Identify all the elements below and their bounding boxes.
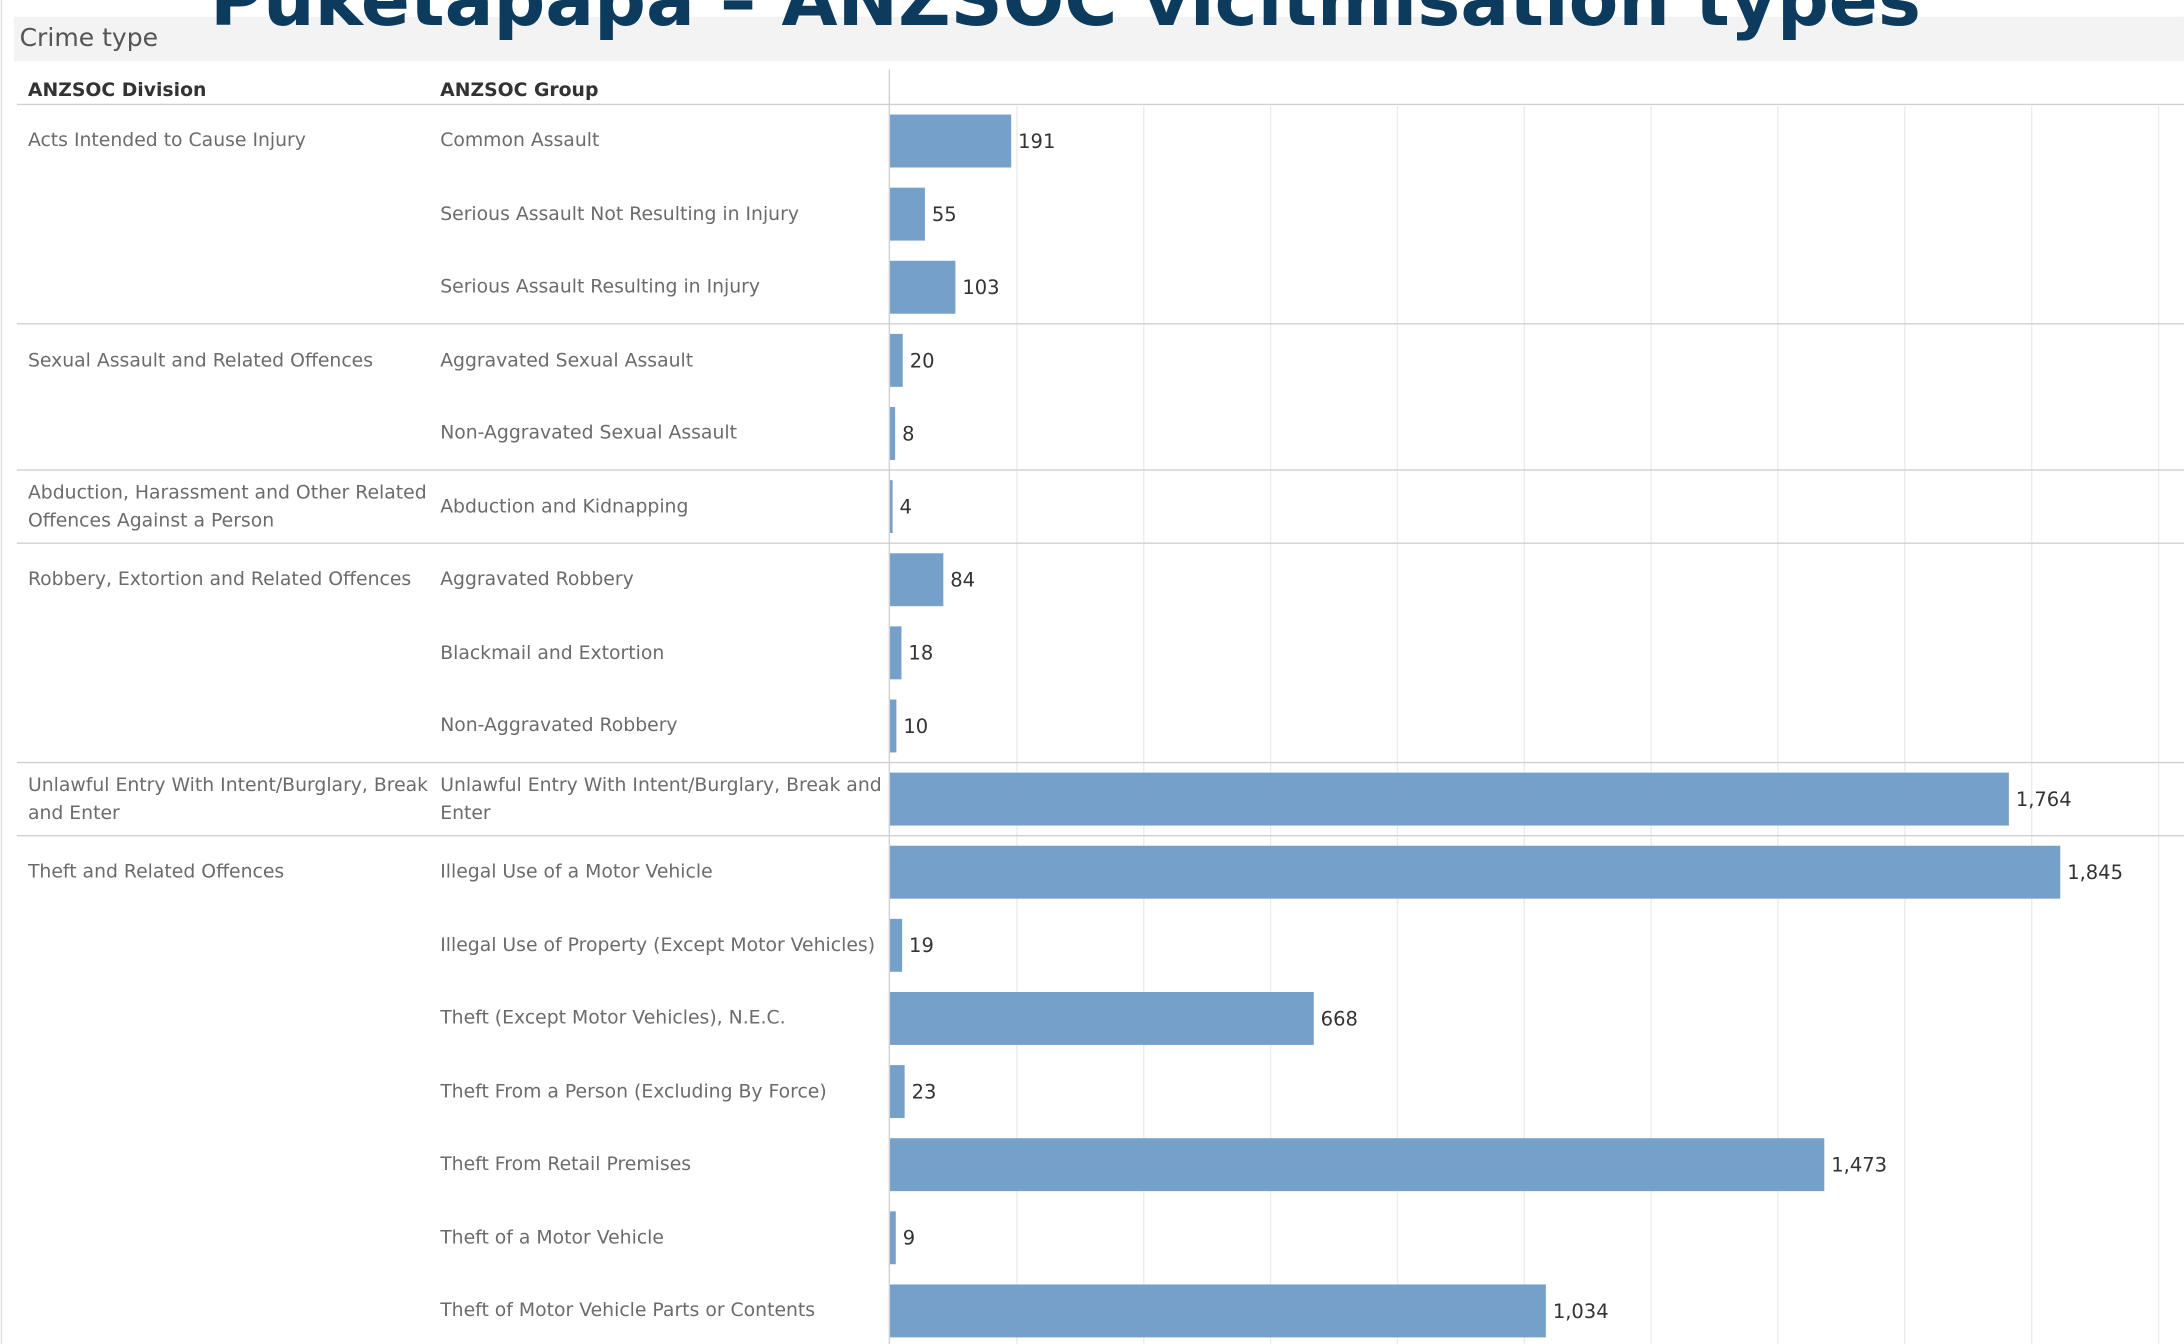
- bar: [890, 553, 944, 607]
- group-label-box: Theft (Except Motor Vehicles), N.E.C.: [440, 1007, 786, 1030]
- group-label: Non-Aggravated Robbery: [440, 714, 678, 738]
- header-bar: [14, 16, 2184, 62]
- group-label-box: Illegal Use of a Motor Vehicle: [440, 861, 713, 884]
- value-label: 1,845: [2067, 861, 2123, 884]
- group-label-box: Theft of Motor Vehicle Parts or Contents: [440, 1299, 816, 1323]
- bar: [890, 918, 903, 972]
- value-label: 55: [932, 203, 957, 226]
- value-label: 1,034: [1553, 1300, 1609, 1323]
- group-label: Illegal Use of a Motor Vehicle: [440, 861, 713, 884]
- value-label: 10: [903, 715, 928, 738]
- division-label: Robbery, Extortion and Related Offences: [27, 568, 412, 591]
- division-label-box: Acts Intended to Cause Injury: [27, 129, 306, 152]
- bar: [890, 187, 925, 241]
- division-label-box: Unlawful Entry With Intent/Burglary, Bre…: [27, 774, 429, 825]
- group-label-box: Abduction and Kidnapping: [440, 495, 689, 518]
- group-label-box: Aggravated Robbery: [440, 568, 634, 591]
- value-label: 4: [900, 496, 912, 519]
- division-label: Unlawful Entry With Intent/Burglary, Bre…: [27, 774, 429, 825]
- division-label-box: Robbery, Extortion and Related Offences: [27, 568, 412, 591]
- bar: [890, 1284, 1546, 1338]
- group-label: Common Assault: [440, 129, 600, 153]
- group-label-box: Unlawful Entry With Intent/Burglary, Bre…: [440, 774, 882, 825]
- group-label: Serious Assault Not Resulting in Injury: [440, 202, 799, 226]
- value-label: 8: [902, 422, 914, 445]
- group-label: Theft (Except Motor Vehicles), N.E.C.: [440, 1007, 786, 1030]
- column-header: ANZSOC Division: [28, 80, 206, 101]
- group-label: Theft of Motor Vehicle Parts or Contents: [440, 1299, 816, 1323]
- group-label-box: Theft of a Motor Vehicle: [440, 1226, 664, 1249]
- value-label: 191: [1018, 130, 1055, 153]
- value-label: 23: [912, 1080, 937, 1103]
- value-label: 19: [909, 934, 934, 957]
- value-label: 1,473: [1831, 1154, 1887, 1177]
- group-label: Abduction and Kidnapping: [440, 495, 689, 518]
- group-label-box: Serious Assault Not Resulting in Injury: [440, 202, 799, 226]
- division-label: Theft and Related Offences: [27, 860, 285, 884]
- value-label: 9: [903, 1227, 915, 1250]
- bar: [890, 845, 2061, 899]
- group-label: Serious Assault Resulting in Injury: [440, 276, 761, 299]
- division-label-box: Sexual Assault and Related Offences: [27, 348, 374, 372]
- chart-title: Puketapapa – ANZSOC vicitmisation types: [210, 0, 1921, 43]
- group-label-box: Common Assault: [440, 129, 600, 153]
- group-label: Aggravated Sexual Assault: [440, 349, 694, 372]
- bar: [890, 626, 902, 680]
- group-label: Aggravated Robbery: [440, 568, 634, 591]
- group-label: Theft From Retail Premises: [440, 1153, 692, 1176]
- group-label: Unlawful Entry With Intent/Burglary, Bre…: [440, 774, 882, 825]
- group-label: Non-Aggravated Sexual Assault: [440, 422, 737, 445]
- bar: [890, 260, 956, 314]
- division-label-box: Theft and Related Offences: [27, 860, 285, 884]
- group-label: Illegal Use of Property (Except Motor Ve…: [440, 934, 876, 957]
- bar: [890, 699, 897, 753]
- bar: [890, 1065, 905, 1119]
- group-label-box: Non-Aggravated Sexual Assault: [440, 422, 737, 445]
- value-label: 18: [908, 642, 933, 665]
- division-label: Abduction, Harassment and Other Related …: [27, 481, 427, 532]
- bar: [890, 333, 903, 387]
- group-label: Blackmail and Extortion: [440, 641, 665, 664]
- bar: [890, 480, 893, 534]
- division-label: Sexual Assault and Related Offences: [27, 348, 374, 372]
- value-label: 20: [910, 349, 935, 372]
- bar: [890, 1211, 896, 1265]
- column-header: ANZSOC Group: [440, 80, 598, 101]
- value-label: 84: [950, 569, 975, 592]
- bar: [890, 407, 896, 460]
- bar: [890, 114, 1012, 168]
- group-label: Theft From a Person (Excluding By Force): [440, 1080, 827, 1103]
- bar: [890, 991, 1314, 1045]
- bar: [890, 772, 2009, 826]
- bar: [890, 1138, 1825, 1192]
- value-label: 103: [962, 276, 999, 299]
- group-label-box: Illegal Use of Property (Except Motor Ve…: [440, 934, 876, 957]
- value-label: 668: [1321, 1007, 1358, 1030]
- header: Crime type: [20, 23, 158, 52]
- group-label-box: Blackmail and Extortion: [440, 641, 665, 664]
- group-label-box: Non-Aggravated Robbery: [440, 714, 678, 738]
- group-label-box: Theft From a Person (Excluding By Force): [440, 1080, 827, 1103]
- division-label: Acts Intended to Cause Injury: [27, 129, 306, 152]
- group-label-box: Aggravated Sexual Assault: [440, 349, 694, 372]
- value-label: 1,764: [2016, 788, 2072, 811]
- group-label: Theft of a Motor Vehicle: [440, 1226, 664, 1249]
- group-label-box: Serious Assault Resulting in Injury: [440, 276, 761, 299]
- group-label-box: Theft From Retail Premises: [440, 1153, 692, 1176]
- division-label-box: Abduction, Harassment and Other Related …: [27, 481, 427, 532]
